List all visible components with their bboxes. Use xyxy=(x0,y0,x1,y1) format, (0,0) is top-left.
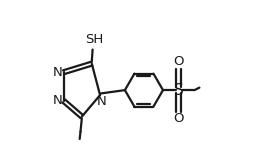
Text: N: N xyxy=(53,66,62,79)
Text: N: N xyxy=(53,94,62,107)
Text: SH: SH xyxy=(85,33,104,46)
Text: N: N xyxy=(96,95,106,108)
Text: O: O xyxy=(173,55,184,68)
Text: O: O xyxy=(173,112,184,125)
Text: S: S xyxy=(174,83,184,98)
